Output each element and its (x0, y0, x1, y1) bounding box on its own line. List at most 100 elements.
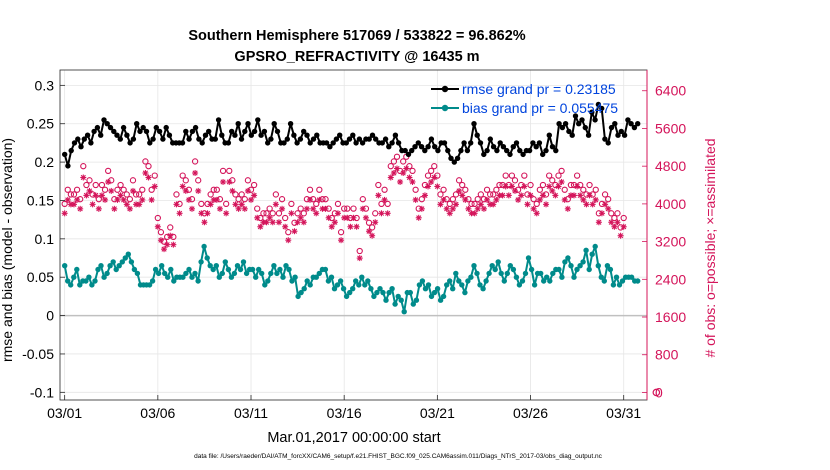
rmse-point (569, 132, 575, 138)
asterisk-stroke (577, 192, 583, 198)
asterisk-stroke (431, 174, 437, 181)
obs-assimilated-marker (192, 170, 199, 177)
bias-point (425, 282, 432, 288)
obs-assimilated-marker (83, 192, 90, 199)
rmse-point (373, 136, 379, 142)
obs-possible-marker (614, 210, 621, 217)
obs-assimilated-marker (605, 205, 612, 212)
asterisk-stroke (503, 183, 509, 190)
rmse-point (595, 101, 602, 108)
obs-possible-marker (325, 205, 332, 212)
asterisk-stroke (298, 215, 304, 221)
obs-possible-marker (368, 224, 376, 231)
obs-possible-marker (546, 172, 553, 179)
rmse-point (117, 136, 124, 142)
obs-possible-marker (282, 214, 289, 222)
obs-assimilated-marker (508, 183, 515, 190)
rmse-point (291, 132, 297, 138)
rmse-point (507, 151, 513, 158)
obs-assimilated-marker (142, 170, 149, 177)
asterisk-stroke (450, 206, 456, 212)
obs-assimilated-marker (123, 201, 130, 208)
obs-possible-marker (378, 200, 385, 208)
rmse-point (517, 147, 523, 154)
obs-assimilated-marker (111, 205, 118, 212)
rmse-point (333, 136, 340, 142)
rmse-point (500, 144, 507, 150)
bias-point (313, 274, 319, 280)
asterisk-stroke (62, 210, 68, 216)
obs-assimilated-marker (154, 223, 161, 230)
rmse-point (78, 144, 84, 150)
rmse-point (540, 151, 546, 158)
asterisk-stroke (621, 224, 627, 230)
left-y-tick-label: 0.3 (35, 77, 55, 93)
x-tick-label: 03/21 (420, 405, 455, 421)
obs-assimilated-marker (61, 210, 68, 217)
obs-possible-marker (527, 181, 534, 189)
asterisk-stroke (481, 206, 487, 212)
obs-assimilated-marker (406, 174, 413, 181)
asterisk-stroke (304, 206, 310, 212)
bias-point (101, 274, 107, 280)
obs-possible-marker (393, 153, 401, 160)
obs-possible-marker (219, 167, 227, 175)
rmse-point (287, 121, 294, 127)
obs-assimilated-marker (74, 196, 81, 203)
rmse-point (199, 140, 205, 146)
obs-assimilated-marker (555, 183, 562, 190)
obs-assimilated-marker (129, 187, 136, 194)
left-y-tick-label: 0.05 (27, 269, 54, 285)
obs-possible-marker (477, 191, 484, 198)
bias-point (450, 286, 456, 292)
obs-possible-marker (309, 196, 317, 203)
bias-point (71, 274, 77, 280)
legend-bias-marker (441, 104, 449, 112)
obs-possible-marker (114, 186, 121, 193)
obs-possible-marker (589, 191, 596, 198)
asterisk-stroke (93, 192, 99, 198)
rmse-point (418, 144, 425, 150)
rmse-point (143, 128, 150, 135)
obs-assimilated-marker (415, 214, 422, 221)
bias-point (219, 270, 225, 277)
bias-point (471, 263, 477, 269)
bias-point (547, 278, 553, 284)
obs-assimilated-marker (98, 192, 105, 199)
bias-point (316, 270, 322, 277)
rmse-point (605, 140, 611, 146)
asterisk-stroke (291, 228, 298, 234)
bias-point (365, 278, 371, 284)
rmse-point (477, 140, 484, 146)
bias-point (362, 282, 368, 288)
obs-assimilated-marker (328, 223, 335, 230)
obs-possible-marker (334, 200, 342, 208)
rmse-point (140, 124, 146, 131)
rmse-point (386, 144, 392, 150)
obs-assimilated-marker (288, 210, 295, 217)
rmse-point (464, 147, 471, 154)
asterisk-stroke (546, 183, 552, 190)
rmse-point (307, 140, 313, 146)
rmse-point (304, 132, 310, 138)
rmse-point (84, 132, 91, 138)
bias-point (541, 278, 547, 284)
bias-point (152, 266, 159, 273)
obs-assimilated-marker (418, 205, 425, 212)
bias-point (210, 266, 216, 273)
obs-assimilated-marker (70, 201, 77, 208)
rmse-point (189, 128, 196, 135)
obs-assimilated-marker (524, 201, 531, 208)
obs-assimilated-marker (126, 205, 133, 212)
rmse-point (474, 132, 480, 138)
obs-possible-marker (275, 210, 283, 217)
right-y-tick-label: 2400 (655, 271, 686, 287)
obs-assimilated-marker (136, 201, 143, 208)
rmse-point (153, 124, 159, 131)
obs-possible-marker (449, 196, 457, 203)
obs-assimilated-marker (145, 174, 152, 181)
asterisk-stroke (276, 219, 282, 225)
obs-possible-marker (129, 177, 137, 184)
obs-assimilated-marker (188, 205, 195, 212)
obs-possible-marker (123, 191, 130, 198)
